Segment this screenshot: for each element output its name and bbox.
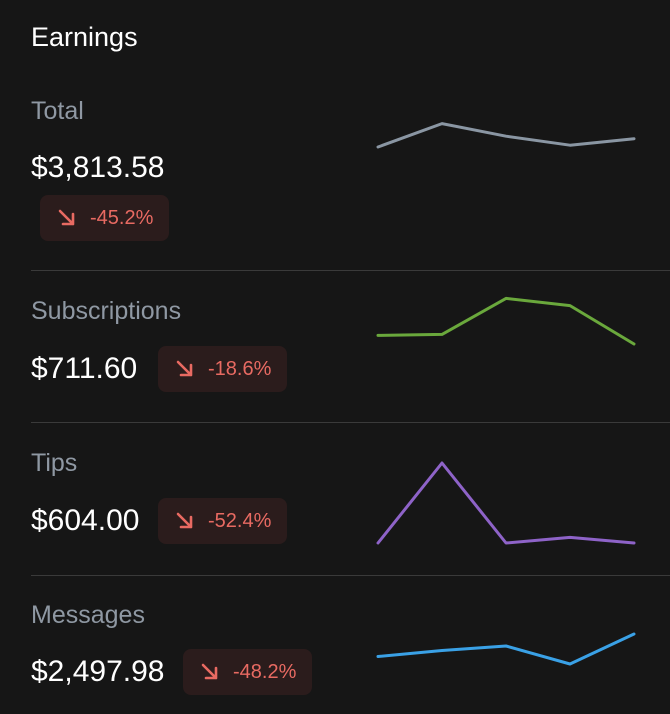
earnings-title: Earnings	[31, 22, 138, 52]
sparkline-line	[376, 122, 636, 149]
change-percent: -48.2%	[233, 660, 297, 683]
row-amount: $3,813.58	[31, 151, 165, 184]
row-amount: $604.00	[31, 504, 140, 537]
trend-down-arrow-icon	[201, 663, 218, 680]
change-badge: -48.2%	[183, 649, 313, 695]
sparkline-line	[376, 461, 636, 545]
change-percent: -18.6%	[208, 357, 272, 380]
trend-down-arrow-icon	[176, 360, 193, 377]
earnings-row-tips[interactable]: Tips $604.00 -52.4%	[31, 447, 670, 557]
earnings-row-messages[interactable]: Messages $2,497.98 -48.2%	[31, 599, 670, 709]
trend-down-arrow-icon	[176, 512, 193, 529]
trend-down-arrow-icon	[58, 209, 75, 226]
row-label: Total	[31, 97, 84, 125]
sparkline-messages	[376, 632, 636, 666]
row-label: Subscriptions	[31, 297, 182, 325]
sparkline-total	[376, 122, 636, 149]
change-percent: -45.2%	[90, 206, 154, 229]
sparkline-tips	[376, 461, 636, 545]
row-label: Messages	[31, 601, 145, 629]
row-divider	[31, 575, 670, 576]
sparkline-subscriptions	[376, 296, 636, 346]
sparkline-line	[376, 296, 636, 346]
row-amount: $2,497.98	[31, 655, 165, 688]
earnings-row-subscriptions[interactable]: Subscriptions $711.60 -18.6%	[31, 295, 670, 405]
sparkline-line	[376, 632, 636, 666]
change-badge: -18.6%	[158, 346, 288, 392]
earnings-row-total[interactable]: Total $3,813.58 -45.2%	[31, 95, 670, 265]
change-percent: -52.4%	[208, 509, 272, 532]
change-badge: -45.2%	[40, 195, 170, 241]
row-divider	[31, 422, 670, 423]
change-badge: -52.4%	[158, 498, 288, 544]
row-divider	[31, 270, 670, 271]
row-amount: $711.60	[31, 352, 138, 385]
row-label: Tips	[31, 449, 78, 477]
